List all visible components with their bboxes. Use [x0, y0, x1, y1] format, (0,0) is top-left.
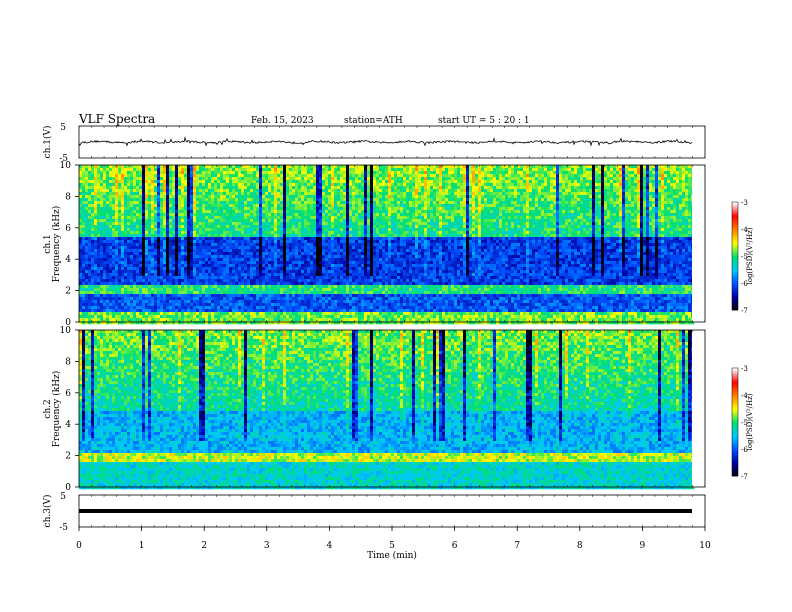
time-tick-label: 2 [201, 541, 207, 551]
freq-tick-label: 4 [65, 255, 71, 265]
freq-tick-label: 4 [65, 420, 71, 430]
time-tick-label: 7 [514, 541, 520, 551]
colorbar-tick-label: -3 [741, 199, 748, 207]
colorbar-tick-label: -6 [741, 280, 748, 288]
ch1-spectrogram [79, 165, 705, 325]
colorbar-tick-label: -7 [741, 307, 748, 315]
figure-title: VLF Spectra [78, 112, 155, 126]
colorbar-tick-label: -6 [741, 446, 748, 454]
ch1-ytick-top: 5 [60, 123, 66, 133]
freq-tick-label: 2 [65, 452, 71, 462]
ch1-spectrogram-panel: 0 2 4 6 8 10 ch.1 Frequency (kHz) [43, 161, 706, 328]
station-label: station=ATH [344, 116, 403, 126]
ch3-ytick-top: 5 [60, 492, 66, 502]
time-tick-label: 0 [76, 541, 82, 551]
ch2-spectrogram [79, 330, 705, 490]
colorbar-label: log(PSD)(V²/Hz) [746, 393, 754, 450]
time-tick-label: 3 [264, 541, 270, 551]
ch1-freq-label: Frequency (kHz) [51, 206, 62, 283]
freq-tick-label: 0 [65, 483, 71, 493]
ch2-colorbar: -3 -4 -5 -6 -7 log(PSD)(V²/Hz) [731, 365, 754, 481]
ch3-ytick-bottom: -5 [59, 523, 68, 533]
freq-tick-label: 0 [65, 318, 71, 328]
ch2-freq-label: Frequency (kHz) [51, 371, 62, 448]
time-tick-label: 8 [577, 541, 583, 551]
freq-tick-label: 8 [65, 357, 71, 367]
freq-tick-label: 2 [65, 287, 71, 297]
ch2-spectrogram-panel: 0 2 4 6 8 10 ch.2 Frequency (kHz) [43, 326, 706, 493]
freq-tick-label: 6 [65, 389, 71, 399]
ch3-ylabel: ch.3(V) [42, 495, 53, 528]
colorbar-tick-label: -4 [741, 226, 748, 234]
ch1-waveform-panel: 5 -5 ch.1(V) [42, 123, 706, 164]
freq-tick-label: 10 [60, 161, 72, 171]
colorbar-tick-label: -7 [741, 473, 748, 481]
freq-tick-label: 6 [65, 224, 71, 234]
colorbar-tick-label: -5 [741, 419, 748, 427]
ch3-waveform-panel: 5 -5 ch.3(V) 0 1 2 3 4 5 6 7 8 9 10 Time (min) [42, 126, 711, 561]
time-tick-label: 6 [452, 541, 458, 551]
time-axis-ticks: 0 1 2 3 4 5 6 7 8 9 10 [76, 126, 711, 551]
date-label: Feb. 15, 2023 [251, 116, 314, 126]
ch1-freq-ticks: 0 2 4 6 8 10 [60, 161, 79, 328]
ch1-freq-label-ch: ch.1 [43, 234, 53, 253]
ch1-colorbar: -3 -4 -5 -6 -7 log(PSD)(V²/Hz) [731, 199, 754, 315]
colorbar-tick-label: -5 [741, 253, 748, 261]
ch2-freq-label-ch: ch.2 [43, 399, 53, 418]
ch1-ylabel: ch.1(V) [42, 126, 53, 159]
colorbar-tick-label: -4 [741, 392, 748, 400]
colorbar-label: log(PSD)(V²/Hz) [746, 227, 754, 284]
freq-tick-label: 8 [65, 192, 71, 202]
time-tick-label: 4 [327, 541, 333, 551]
freq-tick-label: 10 [60, 326, 72, 336]
ch1-waveform-line [78, 136, 693, 147]
time-axis-label: Time (min) [367, 550, 417, 561]
time-tick-label: 1 [139, 541, 145, 551]
start-time-label: start UT = 5 : 20 : 1 [438, 116, 530, 126]
colorbar-tick-label: -3 [741, 365, 748, 373]
time-tick-label: 10 [699, 541, 711, 551]
ch2-freq-ticks: 0 2 4 6 8 10 [60, 326, 79, 493]
ch1-ytick-bottom: -5 [59, 154, 68, 164]
time-tick-label: 5 [389, 541, 395, 551]
time-tick-label: 9 [640, 541, 646, 551]
